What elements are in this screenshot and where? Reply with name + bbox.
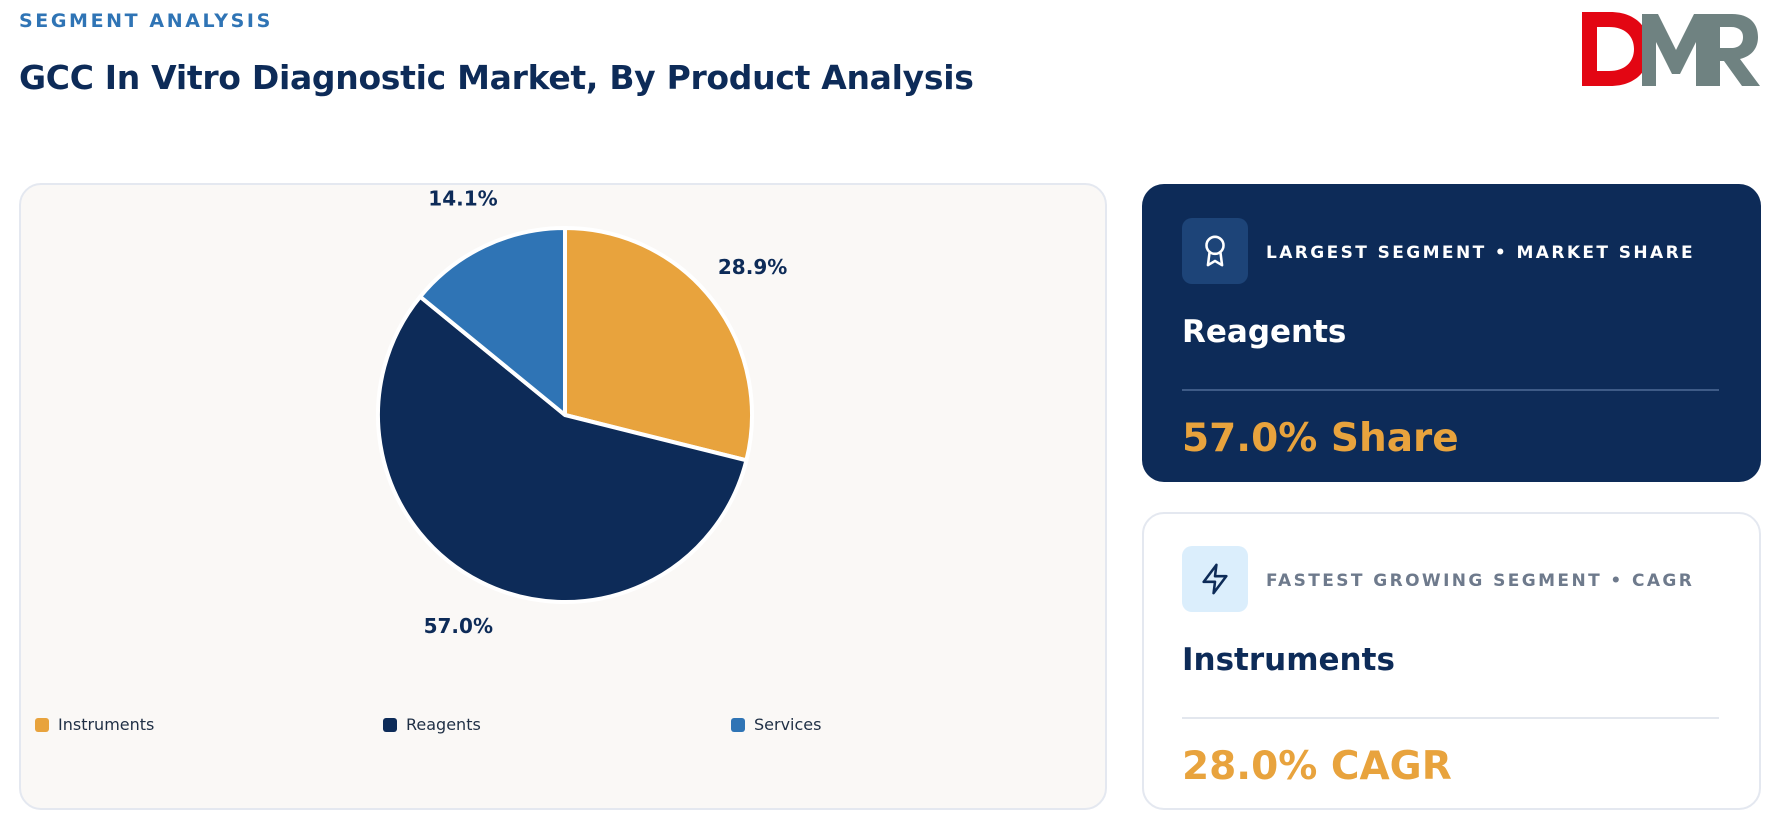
award-icon [1182,218,1248,284]
pie-slice-services[interactable] [418,226,567,417]
lightning-icon [1182,546,1248,612]
fastest-growing-card: FASTEST GROWING SEGMENT • CAGR Instrumen… [1142,512,1761,810]
pie-slice-reagents[interactable] [376,294,749,605]
logo-letter-d [1582,12,1650,86]
legend-item-instruments[interactable]: Instruments [35,715,154,734]
largest-segment-card: LARGEST SEGMENT • MARKET SHARE Reagents … [1142,184,1761,482]
divider [1182,389,1719,391]
section-eyebrow: SEGMENT ANALYSIS [19,10,273,32]
legend-label: Services [754,715,822,734]
fastest-growing-value: 28.0% CAGR [1182,744,1452,789]
dmr-logo [1582,12,1760,86]
slice-label-instruments: 28.9% [718,255,787,279]
logo-letter-r [1706,14,1760,86]
legend-label: Reagents [406,715,481,734]
logo-letter-m [1642,14,1710,86]
pie-chart-card: 28.9% 57.0% 14.1% Instruments Reagents Servi… [19,183,1107,810]
legend-swatch [35,717,49,732]
legend-item-reagents[interactable]: Reagents [383,715,481,734]
chart-legend: Instruments Reagents Services [35,715,1095,739]
pie-chart: 28.9% 57.0% 14.1% [376,187,787,638]
largest-segment-kicker: LARGEST SEGMENT • MARKET SHARE [1266,243,1696,263]
largest-segment-value: 57.0% Share [1182,416,1459,461]
fastest-growing-kicker: FASTEST GROWING SEGMENT • CAGR [1266,571,1695,591]
legend-swatch [383,717,397,732]
legend-label: Instruments [58,715,155,734]
largest-segment-name: Reagents [1182,314,1347,350]
slice-label-services: 14.1% [428,187,497,211]
pie-slice-instruments[interactable] [563,226,754,463]
page-title: GCC In Vitro Diagnostic Market, By Produ… [19,58,974,97]
divider [1182,717,1719,719]
slice-label-reagents: 57.0% [424,614,493,638]
fastest-growing-name: Instruments [1182,642,1395,678]
legend-swatch [731,717,745,732]
legend-item-services[interactable]: Services [731,715,821,734]
